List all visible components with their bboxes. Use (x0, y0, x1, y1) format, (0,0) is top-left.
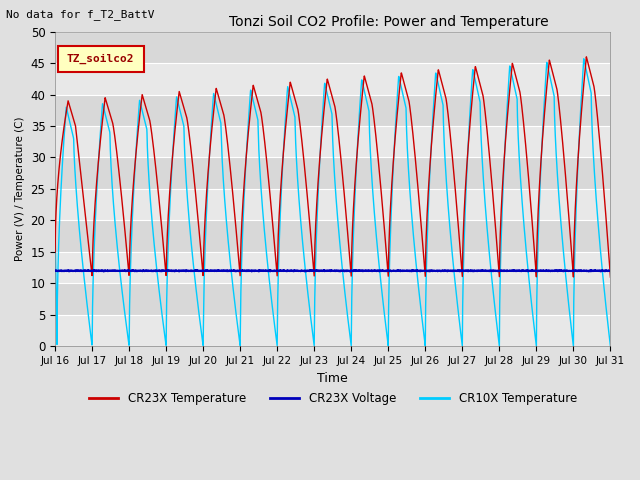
Bar (55, 189, 611, 220)
Text: No data for f_T2_BattV: No data for f_T2_BattV (6, 9, 155, 20)
Bar (55, 126, 611, 157)
X-axis label: Time: Time (317, 372, 348, 384)
Title: Tonzi Soil CO2 Profile: Power and Temperature: Tonzi Soil CO2 Profile: Power and Temper… (228, 15, 548, 29)
Bar (55, 283, 611, 315)
Bar (55, 63, 611, 95)
Bar (55, 32, 611, 63)
FancyBboxPatch shape (58, 46, 144, 72)
Y-axis label: Power (V) / Temperature (C): Power (V) / Temperature (C) (15, 117, 25, 261)
Text: TZ_soilco2: TZ_soilco2 (67, 54, 134, 64)
Bar (55, 157, 611, 189)
Bar (55, 220, 611, 252)
Bar (55, 315, 611, 347)
Bar (55, 95, 611, 126)
Legend: CR23X Temperature, CR23X Voltage, CR10X Temperature: CR23X Temperature, CR23X Voltage, CR10X … (84, 387, 582, 410)
Bar (55, 252, 611, 283)
